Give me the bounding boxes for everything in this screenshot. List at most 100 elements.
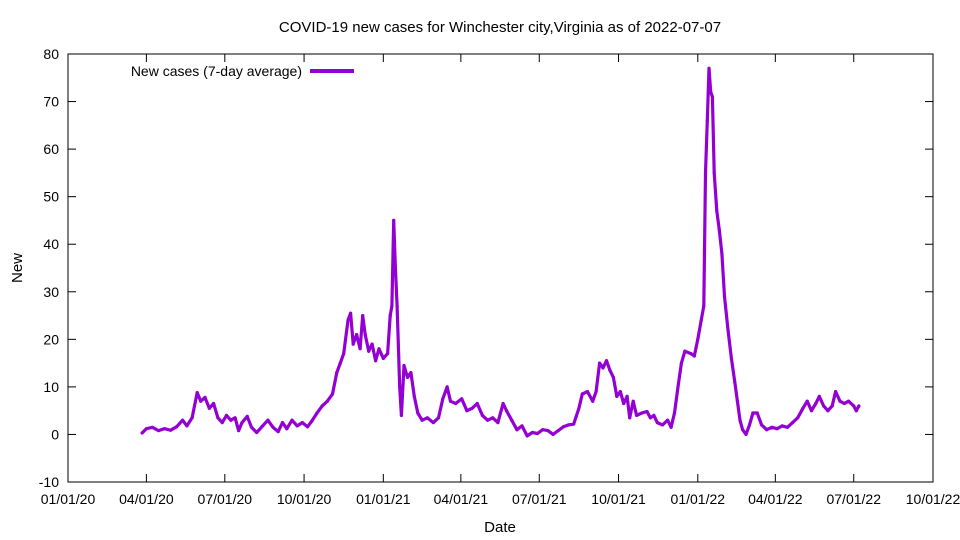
data-point [640, 411, 644, 415]
data-point [712, 171, 716, 175]
data-point [770, 425, 774, 429]
data-point [780, 424, 784, 428]
data-point [216, 416, 220, 420]
x-tick-label: 01/01/22 [671, 491, 726, 507]
data-point [295, 424, 299, 428]
data-point [388, 314, 392, 318]
data-point [346, 318, 350, 322]
data-point [648, 416, 653, 420]
y-tick-label: 80 [43, 46, 59, 62]
data-point [655, 421, 659, 425]
data-point [465, 409, 469, 413]
data-point [703, 171, 708, 175]
data-point [220, 421, 224, 425]
data-point [175, 425, 179, 429]
data-point [224, 413, 229, 417]
data-point [707, 66, 711, 70]
y-tick-label: 10 [43, 379, 59, 395]
data-point [628, 416, 632, 420]
data-point [669, 425, 673, 429]
data-point [622, 401, 626, 406]
data-point [699, 318, 703, 322]
data-point [140, 431, 144, 435]
data-point [729, 356, 734, 360]
data-point [733, 380, 737, 384]
data-point [402, 363, 406, 368]
data-point [181, 418, 185, 422]
data-point [618, 390, 622, 394]
data-point [709, 90, 713, 94]
data-point [515, 428, 519, 432]
data-point [361, 314, 365, 318]
data-point [255, 430, 259, 435]
x-tick-label: 10/01/22 [906, 491, 960, 507]
data-point [491, 416, 495, 420]
data-point [541, 428, 545, 432]
x-tick-label: 10/01/21 [591, 491, 646, 507]
data-point [765, 428, 769, 432]
x-tick-label: 04/01/22 [748, 491, 803, 507]
data-point [199, 399, 203, 403]
data-point [594, 390, 598, 394]
data-point [280, 421, 285, 425]
data-point [834, 390, 838, 394]
data-point [342, 352, 346, 356]
data-point [431, 421, 435, 425]
data-point [349, 311, 353, 315]
y-axis-label: New [9, 253, 26, 283]
data-point [399, 413, 403, 417]
y-tick-label: 30 [43, 284, 59, 300]
data-point [801, 406, 805, 410]
data-point [760, 423, 764, 427]
data-point [395, 304, 399, 308]
data-point [390, 304, 394, 308]
data-point [572, 422, 576, 426]
data-point [185, 424, 189, 428]
data-point [705, 119, 709, 123]
data-point [358, 347, 362, 351]
data-point [857, 404, 861, 408]
data-point [504, 409, 509, 413]
data-point [741, 428, 745, 432]
data-point [608, 368, 612, 372]
data-point [847, 399, 851, 403]
data-point [652, 413, 656, 417]
data-point [162, 427, 167, 431]
data-point [755, 411, 759, 415]
data-point [351, 342, 355, 346]
data-point [796, 416, 800, 420]
legend: New cases (7-day average) [131, 63, 354, 79]
data-point [320, 404, 324, 408]
data-point [416, 411, 420, 415]
data-point [393, 266, 397, 270]
data-point [338, 361, 342, 365]
data-point [392, 218, 396, 222]
data-point [425, 416, 429, 420]
data-point [315, 411, 319, 415]
data-point [615, 394, 619, 398]
data-point [631, 399, 635, 403]
data-point [838, 399, 842, 403]
x-tick-label: 04/01/21 [434, 491, 489, 507]
data-point [791, 421, 795, 425]
x-tick-label: 01/01/21 [356, 491, 411, 507]
chart-title: COVID-19 new cases for Winchester city,V… [279, 19, 721, 36]
data-point [689, 352, 693, 356]
data-point [212, 401, 216, 406]
data-point [556, 429, 560, 433]
data-point [237, 429, 241, 433]
data-point [535, 431, 540, 436]
data-point [645, 410, 649, 414]
data-point [604, 359, 609, 363]
series-group [140, 66, 861, 438]
data-point [144, 427, 148, 431]
data-point [367, 349, 371, 353]
y-tick-label: 50 [43, 189, 59, 205]
data-point [672, 411, 677, 415]
data-point [260, 425, 264, 429]
data-point [679, 361, 684, 365]
data-point [591, 399, 595, 403]
data-point [480, 413, 484, 417]
data-point [585, 390, 590, 394]
